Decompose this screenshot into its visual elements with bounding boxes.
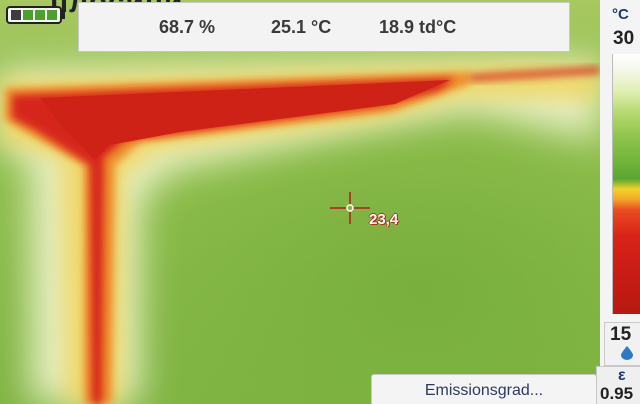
emissivity-indicator-box (596, 366, 640, 404)
scale-max-label[interactable]: 30 (613, 28, 635, 49)
emissivity-value: 0.95 (600, 384, 634, 403)
crosshair-icon (330, 192, 370, 224)
scale-min-label[interactable]: 15 (610, 324, 632, 345)
thermal-heat-pattern (0, 60, 600, 404)
thermal-image (0, 0, 600, 404)
scale-unit-label: °C (612, 6, 629, 23)
temperature-value: 25.1 °C (271, 17, 332, 37)
measurement-readout-bar: 68.7 % 25.1 °C 18.9 td°C (78, 2, 570, 52)
humidity-value: 68.7 % (159, 17, 216, 37)
emissivity-button[interactable]: Emissionsgrad... (371, 374, 597, 404)
water-drop-icon (621, 346, 633, 360)
spot-temperature-label: 23,4 (369, 211, 399, 228)
emissivity-symbol: ε (618, 367, 626, 384)
dew-point-value: 18.9 td°C (379, 17, 457, 37)
color-scale-bar (612, 54, 640, 314)
battery-icon (6, 6, 65, 24)
scale-min-box[interactable] (604, 322, 640, 366)
